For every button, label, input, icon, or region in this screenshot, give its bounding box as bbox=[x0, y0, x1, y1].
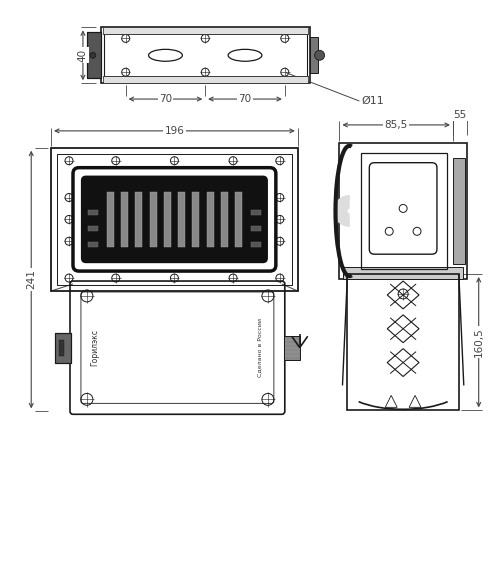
Bar bbox=[348, 274, 459, 410]
Text: 40: 40 bbox=[78, 49, 88, 62]
Text: 196: 196 bbox=[164, 126, 184, 136]
Text: Сделано в России: Сделано в России bbox=[257, 318, 262, 377]
Bar bbox=[207, 192, 214, 247]
Bar bbox=[88, 226, 98, 231]
Bar bbox=[57, 154, 292, 285]
Bar bbox=[59, 340, 64, 356]
Text: 70: 70 bbox=[239, 94, 251, 104]
Bar bbox=[251, 211, 261, 215]
Bar bbox=[121, 192, 128, 247]
Bar bbox=[310, 37, 318, 73]
Bar bbox=[135, 192, 142, 247]
Bar bbox=[103, 76, 308, 83]
Text: 70: 70 bbox=[159, 94, 172, 104]
Text: 55: 55 bbox=[453, 110, 467, 120]
FancyBboxPatch shape bbox=[82, 177, 267, 262]
Bar bbox=[55, 333, 71, 363]
Bar bbox=[192, 192, 199, 247]
Bar bbox=[362, 153, 447, 269]
Bar bbox=[344, 267, 463, 279]
Circle shape bbox=[315, 51, 325, 60]
Bar bbox=[251, 226, 261, 231]
Bar bbox=[51, 148, 298, 291]
Bar bbox=[107, 192, 114, 247]
Text: 160,5: 160,5 bbox=[474, 327, 484, 357]
Bar bbox=[164, 192, 171, 247]
Text: 241: 241 bbox=[26, 270, 36, 289]
Text: Ø11: Ø11 bbox=[362, 96, 384, 106]
Bar bbox=[340, 143, 467, 279]
Bar bbox=[453, 158, 465, 264]
Bar bbox=[87, 32, 101, 78]
Bar bbox=[251, 242, 261, 247]
Bar bbox=[55, 333, 71, 363]
Bar bbox=[104, 30, 307, 80]
Text: Горилэкс: Горилэкс bbox=[90, 329, 100, 366]
Bar bbox=[284, 336, 300, 359]
Bar bbox=[221, 192, 228, 247]
Text: 85,5: 85,5 bbox=[384, 120, 408, 130]
Circle shape bbox=[90, 52, 96, 59]
Bar bbox=[88, 242, 98, 247]
Bar bbox=[235, 192, 242, 247]
Bar bbox=[101, 28, 310, 83]
Bar bbox=[178, 192, 185, 247]
Bar bbox=[149, 192, 156, 247]
Bar bbox=[88, 211, 98, 215]
Bar bbox=[87, 32, 101, 78]
Bar bbox=[103, 28, 308, 34]
Wedge shape bbox=[334, 195, 350, 227]
